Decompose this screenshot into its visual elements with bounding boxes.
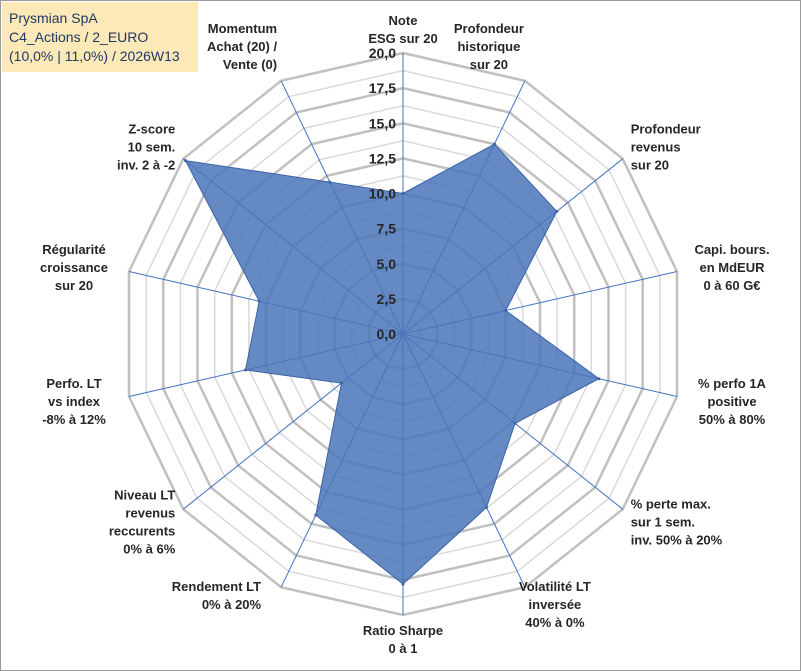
axis-label-line: Note (389, 13, 418, 28)
axis-label-line: inversée (529, 597, 582, 612)
axis-label-line: % perte max. (631, 497, 711, 512)
radial-tick-label: 7,5 (377, 221, 397, 237)
axis-label-line: revenus (631, 139, 681, 154)
axis-label-line: inv. 2 à -2 (117, 157, 175, 172)
axis-label-line: vs index (48, 394, 101, 409)
axis-label-line: historique (457, 39, 520, 54)
axis-label-line: Perfo. LT (46, 376, 101, 391)
axis-label: Momentum Achat (20) / Vente (0) (207, 21, 277, 72)
data-point (513, 421, 517, 425)
axis-label-line: Capi. bours. (694, 242, 769, 257)
axis-label-line: Achat (20) / (207, 39, 277, 54)
radial-tick-label: 20,0 (369, 45, 396, 61)
axis-label: Ratio Sharpe 0 à 1 (363, 623, 443, 656)
axis-label-line: Profondeur (631, 121, 701, 136)
data-point (555, 209, 559, 213)
axis-label-line: en MdEUR (700, 260, 766, 275)
radial-tick-label: 15,0 (369, 115, 396, 131)
data-point (340, 381, 343, 385)
axis-label: Profondeur revenus sur 20 (631, 121, 701, 172)
axis-label-line: 0 à 60 G€ (703, 278, 760, 293)
axis-label-line: Volatilité LT (519, 579, 591, 594)
chart-title-line-1: Prysmian SpA (9, 10, 98, 26)
axis-label-line: Niveau LT (114, 488, 175, 503)
axis-label-line: Z-score (128, 121, 175, 136)
axis-label-line: Ratio Sharpe (363, 623, 443, 638)
axis-label-line: Profondeur (454, 21, 524, 36)
data-point (401, 582, 405, 586)
axis-label: Z-score 10 sem. inv. 2 à -2 (117, 121, 175, 172)
axis-label-line: 0% à 6% (123, 542, 175, 557)
axis-label-line: Vente (0) (223, 57, 277, 72)
axis-label: Note ESG sur 20 (368, 13, 437, 46)
axis-label-line: ESG sur 20 (368, 31, 437, 46)
axis-label: Capi. bours. en MdEUR 0 à 60 G€ (694, 242, 769, 293)
radial-tick-label: 5,0 (377, 256, 397, 272)
data-point (504, 309, 508, 313)
axis-label: % perfo 1A positive 50% à 80% (698, 376, 767, 427)
data-point (257, 299, 261, 303)
radial-tick-label: 17,5 (369, 80, 396, 96)
axis-label-line: sur 1 sem. (631, 515, 695, 530)
data-point (314, 513, 318, 517)
data-point (328, 180, 332, 184)
axis-label-line: 0 à 1 (389, 641, 418, 656)
axis-label-line: sur 20 (631, 157, 669, 172)
axis-label-line: 50% à 80% (699, 412, 766, 427)
chart-title-box: Prysmian SpA C4_Actions / 2_EURO (10,0% … (2, 2, 198, 72)
axis-label-line: positive (707, 394, 756, 409)
radial-tick-label: 0,0 (377, 326, 397, 342)
radial-tick-label: 12,5 (369, 150, 396, 166)
axis-label: Régularité croissance sur 20 (40, 242, 108, 293)
axis-label-line: revenus (125, 506, 175, 521)
axis-label-line: 40% à 0% (525, 615, 585, 630)
axis-label-line: reccurents (109, 524, 175, 539)
radial-tick-label: 2,5 (377, 291, 397, 307)
axis-label-line: sur 20 (55, 278, 93, 293)
axis-label-line: Rendement LT (172, 579, 261, 594)
axis-label: Rendement LT 0% à 20% (172, 579, 262, 612)
data-point (184, 159, 187, 163)
data-point (244, 368, 247, 372)
axis-label-line: sur 20 (470, 57, 508, 72)
radial-tick-label: 10,0 (369, 186, 396, 202)
axis-label-line: inv. 50% à 20% (631, 533, 723, 548)
data-point (597, 377, 601, 381)
axis-label: % perte max. sur 1 sem. inv. 50% à 20% (631, 497, 723, 548)
axis-label: Volatilité LT inversée 40% à 0% (519, 579, 591, 630)
axis-label-line: % perfo 1A (698, 376, 767, 391)
axis-label: Profondeur historique sur 20 (454, 21, 524, 72)
axis-label-line: 0% à 20% (202, 597, 262, 612)
axis-label-line: Momentum (208, 21, 277, 36)
axis-label-line: croissance (40, 260, 108, 275)
axis-label: Perfo. LT vs index -8% à 12% (42, 376, 106, 427)
data-point (485, 505, 488, 509)
data-point (401, 192, 405, 195)
chart-title-line-3: (10,0% | 11,0%) / 2026W13 (9, 48, 180, 64)
axis-label-line: -8% à 12% (42, 412, 106, 427)
axis-label-line: 10 sem. (128, 139, 176, 154)
axis-label-line: Régularité (42, 242, 106, 257)
axis-label: Niveau LT revenus reccurents 0% à 6% (109, 488, 176, 557)
data-point (492, 142, 496, 146)
chart-title-line-2: C4_Actions / 2_EURO (9, 29, 149, 45)
